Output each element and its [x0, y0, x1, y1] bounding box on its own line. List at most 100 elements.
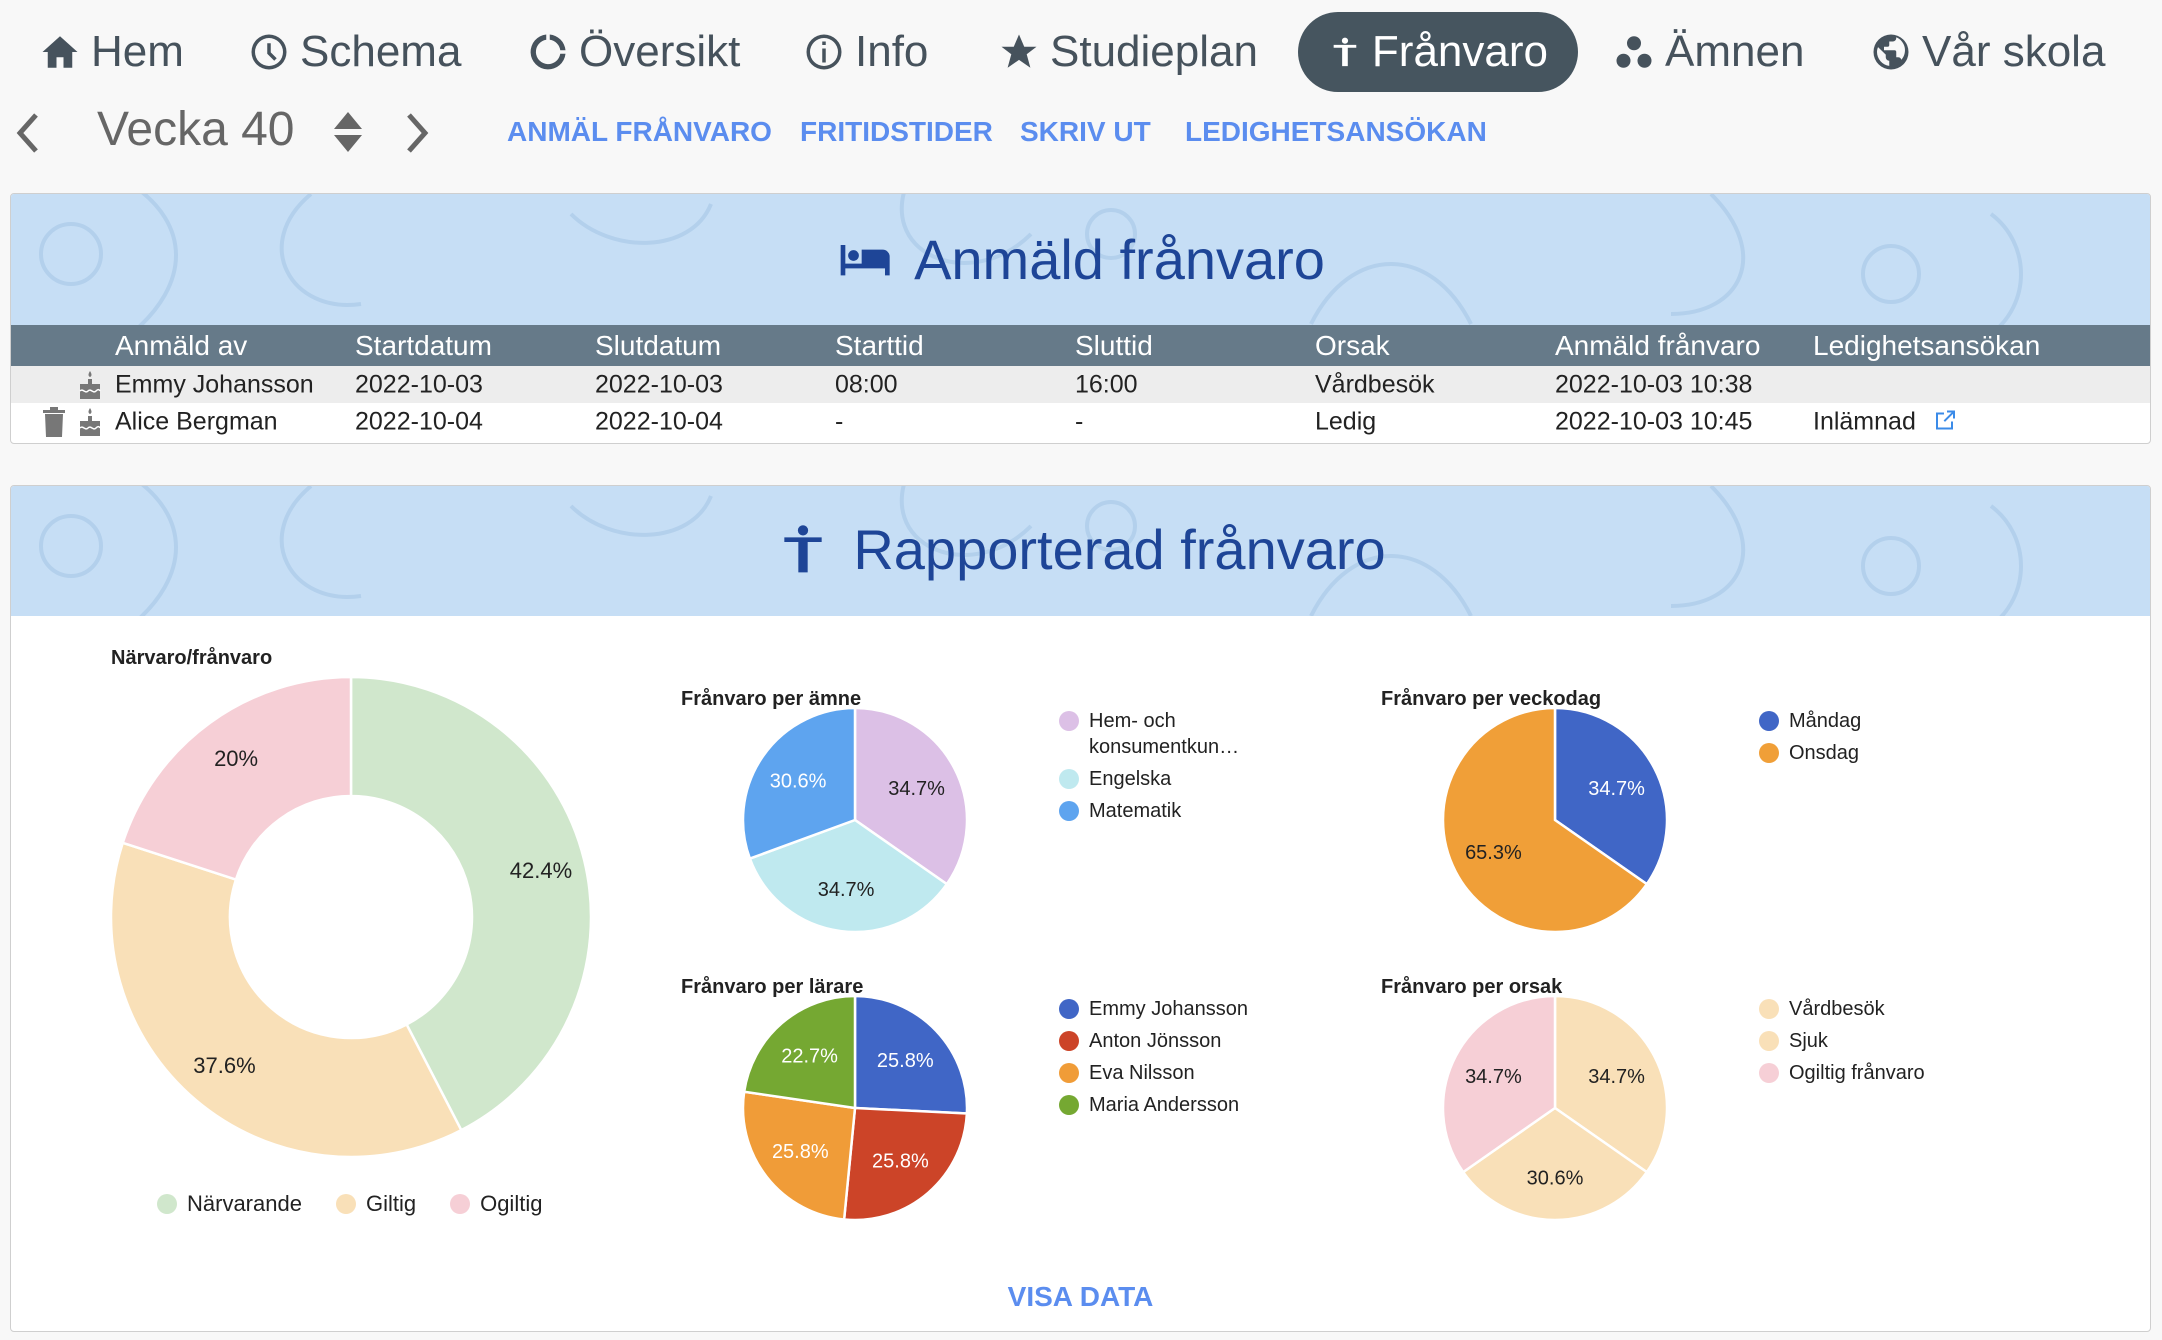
banner: Rapporterad frånvaro	[11, 486, 2150, 616]
trash-icon[interactable]	[43, 406, 65, 437]
cell-start-time: -	[835, 407, 844, 435]
legend-swatch-icon	[1759, 711, 1779, 731]
leave-application-link[interactable]: Inlämnad	[1813, 407, 1957, 436]
next-week-chevron-icon[interactable]	[403, 112, 431, 154]
legend-item[interactable]: Giltig	[335, 1191, 417, 1217]
slice-value-label: 20%	[214, 746, 258, 771]
star-icon	[1001, 34, 1037, 68]
overview-icon	[530, 34, 566, 70]
cell-start-date: 2022-10-04	[355, 407, 483, 435]
pie-slice[interactable]	[842, 1106, 969, 1222]
nav-franvaro[interactable]: Frånvaro	[1298, 12, 1578, 92]
legend-label: Matematik	[1089, 800, 1182, 822]
cell-reason: Vårdbesök	[1315, 370, 1435, 398]
pie-slice[interactable]	[741, 706, 857, 861]
nav-label: Info	[855, 27, 929, 76]
chart-title: Frånvaro per veckodag	[1381, 688, 1602, 710]
nav-hem[interactable]: Hem	[39, 12, 184, 92]
week-select-sort-icon[interactable]	[332, 110, 364, 154]
legend-item[interactable]: Närvarande	[157, 1191, 302, 1217]
reported-absence-card: Anmäld frånvaro Anmäld av Startdatum Slu…	[10, 193, 2151, 444]
nav-schema[interactable]: Schema	[248, 12, 461, 92]
legend-item[interactable]: Måndag	[1759, 708, 1949, 734]
pie-slice[interactable]	[742, 994, 857, 1110]
legend-label: Onsdag	[1789, 742, 1860, 764]
cell-start-date: 2022-10-03	[355, 370, 483, 398]
legend-label: Ogiltig	[480, 1191, 543, 1216]
pie-slice[interactable]	[1441, 994, 1557, 1174]
col-header: Startdatum	[355, 329, 492, 361]
nav-oversikt[interactable]: Översikt	[527, 12, 740, 92]
floral-pattern-decoration	[39, 194, 2023, 325]
legend-item[interactable]: Hem- och konsumentkun…	[1059, 708, 1249, 760]
pie-slice[interactable]	[853, 706, 969, 886]
legend-label: Sjuk	[1789, 1030, 1828, 1052]
legend-item[interactable]: Vårdbesök	[1759, 996, 1949, 1022]
legend-item[interactable]: Ogiltig frånvaro	[1759, 1060, 1949, 1086]
table-row[interactable]: Alice Bergman 2022-10-04 2022-10-04 - - …	[11, 403, 2150, 440]
legend-item[interactable]: Eva Nilsson	[1059, 1060, 1249, 1086]
legend-swatch-icon	[1059, 1063, 1079, 1083]
legend-item[interactable]: Matematik	[1059, 798, 1249, 824]
legend-label: Ogiltig frånvaro	[1789, 1062, 1925, 1084]
slice-value-label: 34.7%	[1465, 1066, 1522, 1088]
cell-reported-at: 2022-10-03 10:38	[1555, 370, 1753, 398]
legend-item[interactable]: Sjuk	[1759, 1028, 1949, 1054]
cell-reason: Ledig	[1315, 407, 1377, 435]
absence-statistics-card: Rapporterad frånvaro Närvaro/frånvaro 42.…	[10, 485, 2151, 1332]
col-header: Starttid	[835, 329, 924, 361]
nav-amnen[interactable]: Ämnen	[1613, 12, 1804, 92]
link-skriv-ut[interactable]: SKRIV UT	[1020, 116, 1151, 147]
slice-value-label: 25.8%	[872, 1151, 929, 1173]
nav-var-skola[interactable]: Vår skola	[1870, 12, 2105, 92]
slice-value-label: 34.7%	[888, 778, 945, 800]
legend-item[interactable]: Onsdag	[1759, 740, 1949, 766]
legend-label: Eva Nilsson	[1089, 1062, 1195, 1084]
table-header: Anmäld av Startdatum Slutdatum Starttid …	[11, 325, 2150, 366]
legend-label: Närvarande	[187, 1191, 302, 1216]
chart-legend: Måndag Onsdag	[1759, 708, 1949, 772]
legend-item[interactable]: Maria Andersson	[1059, 1092, 1249, 1118]
cell-start-time: 08:00	[835, 370, 898, 398]
legend-item[interactable]: Emmy Johansson	[1059, 996, 1249, 1022]
legend-item[interactable]: Engelska	[1059, 766, 1249, 792]
pie-slice[interactable]	[349, 675, 593, 1132]
pie-slice[interactable]	[741, 1090, 857, 1221]
col-header: Orsak	[1315, 329, 1390, 361]
legend-swatch-icon	[1059, 711, 1079, 731]
bed-icon	[840, 245, 890, 276]
pie-slice[interactable]	[1553, 994, 1669, 1174]
link-fritidstider[interactable]: FRITIDSTIDER	[800, 116, 993, 147]
leave-status: Inlämnad	[1813, 407, 1916, 435]
previous-week-chevron-icon[interactable]	[14, 112, 42, 154]
legend-label: Giltig	[365, 1191, 417, 1216]
pie-slice[interactable]	[748, 818, 949, 934]
legend-label: Måndag	[1789, 710, 1862, 732]
nav-info[interactable]: Info	[803, 12, 928, 92]
pie-slice[interactable]	[109, 841, 463, 1159]
nav-label: Schema	[300, 27, 462, 76]
pie-slice[interactable]	[1441, 706, 1649, 934]
pie-slice[interactable]	[853, 994, 969, 1115]
banner: Anmäld frånvaro	[11, 194, 2150, 325]
show-data-button[interactable]: VISA DATA	[1007, 1281, 1154, 1312]
nav-label: Översikt	[579, 27, 741, 76]
pie-slice[interactable]	[1461, 1106, 1649, 1222]
legend-swatch-icon	[1059, 801, 1079, 821]
birthday-cake-icon	[79, 370, 101, 399]
slice-value-label: 34.7%	[1588, 1066, 1645, 1088]
link-anmal-franvaro[interactable]: ANMÄL FRÅNVARO	[507, 116, 772, 147]
link-ledighetsansokan[interactable]: LEDIGHETSANSÖKAN	[1185, 116, 1487, 147]
pie-slice[interactable]	[121, 675, 353, 882]
slice-value-label: 22.7%	[781, 1045, 838, 1067]
nav-studieplan[interactable]: Studieplan	[998, 12, 1258, 92]
slice-value-label: 34.7%	[818, 879, 875, 901]
legend-label: Emmy Johansson	[1089, 998, 1248, 1020]
external-link-icon	[1935, 410, 1955, 429]
pie-slice[interactable]	[1553, 706, 1669, 886]
table-row[interactable]: Emmy Johansson 2022-10-03 2022-10-03 08:…	[11, 366, 2150, 403]
slice-value-label: 25.8%	[772, 1141, 829, 1163]
birthday-cake-icon	[79, 407, 101, 436]
legend-item[interactable]: Ogiltig	[450, 1191, 542, 1217]
legend-item[interactable]: Anton Jönsson	[1059, 1028, 1249, 1054]
